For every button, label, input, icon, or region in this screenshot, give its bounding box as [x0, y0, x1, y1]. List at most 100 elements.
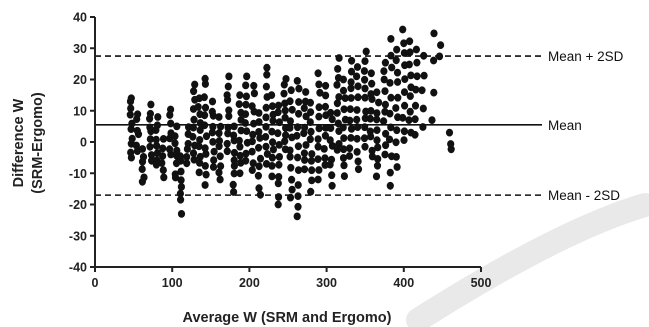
data-point: [380, 67, 388, 75]
data-point: [138, 165, 146, 174]
data-point: [353, 134, 361, 143]
x-tick-label: 0: [92, 276, 99, 290]
data-point: [250, 89, 258, 98]
data-point: [286, 152, 294, 161]
data-point: [411, 130, 419, 139]
data-point: [167, 105, 175, 114]
data-point: [242, 156, 250, 165]
data-point: [382, 141, 390, 150]
data-point: [405, 116, 413, 124]
data-point: [235, 136, 243, 145]
data-point: [333, 81, 341, 89]
data-point: [269, 138, 277, 147]
data-point: [392, 138, 400, 147]
data-point: [347, 67, 356, 76]
data-point: [254, 171, 262, 180]
data-point: [282, 75, 290, 83]
data-point: [412, 45, 420, 54]
data-point: [256, 134, 264, 142]
data-point: [314, 135, 322, 144]
data-point: [302, 88, 310, 96]
data-point: [419, 123, 427, 131]
data-point: [171, 170, 179, 179]
data-point: [406, 107, 414, 116]
data-point: [362, 47, 370, 56]
data-point: [307, 108, 315, 116]
data-point: [201, 111, 209, 120]
data-point: [301, 156, 309, 164]
data-point: [394, 78, 402, 86]
data-point: [411, 115, 419, 124]
data-point: [321, 131, 329, 140]
data-point: [224, 123, 232, 132]
data-point: [353, 72, 361, 81]
data-point: [241, 110, 250, 118]
data-point: [361, 57, 369, 65]
data-point: [392, 104, 400, 112]
data-point: [158, 159, 166, 167]
data-point: [302, 141, 310, 149]
data-point: [326, 136, 334, 145]
data-point: [314, 175, 322, 184]
data-point: [281, 137, 289, 146]
data-point: [196, 152, 204, 161]
data-point: [401, 101, 409, 110]
data-point: [166, 145, 174, 154]
data-points: [126, 25, 455, 221]
data-point: [190, 87, 198, 96]
data-point: [173, 146, 181, 155]
data-point: [127, 94, 135, 103]
reference-line-label: Mean - 2SD: [548, 188, 620, 203]
data-point: [154, 113, 162, 121]
data-point: [209, 122, 217, 131]
data-point: [340, 105, 348, 114]
data-point: [243, 127, 251, 135]
data-point: [333, 99, 341, 108]
data-point: [373, 161, 382, 170]
data-point: [354, 165, 363, 174]
data-point: [147, 100, 155, 109]
data-point: [294, 123, 302, 132]
data-point: [367, 69, 375, 78]
data-point: [268, 172, 276, 181]
data-point: [202, 132, 211, 141]
data-point: [393, 68, 402, 77]
data-point: [225, 112, 233, 120]
data-point: [334, 119, 342, 128]
data-point: [287, 86, 295, 95]
data-point: [381, 100, 389, 109]
data-point: [375, 98, 383, 107]
data-point: [176, 189, 184, 198]
data-point: [405, 60, 413, 69]
data-point: [287, 163, 295, 172]
data-point: [196, 136, 204, 144]
data-point: [306, 135, 314, 144]
data-point: [400, 127, 408, 136]
data-point: [171, 132, 179, 141]
data-point: [382, 129, 390, 138]
data-point: [229, 180, 237, 189]
data-point: [293, 77, 301, 85]
data-point: [128, 119, 136, 128]
data-point: [128, 134, 136, 143]
data-point: [386, 79, 394, 87]
data-point: [139, 153, 148, 161]
data-point: [177, 167, 185, 176]
data-point: [248, 166, 256, 175]
data-point: [445, 128, 454, 137]
data-point: [256, 154, 265, 163]
data-point: [237, 126, 245, 135]
data-point: [437, 41, 445, 49]
data-point: [307, 127, 315, 136]
data-point: [208, 107, 216, 116]
data-point: [400, 39, 408, 48]
data-point: [321, 102, 329, 111]
data-point: [132, 141, 140, 150]
data-point: [413, 72, 421, 81]
data-point: [367, 107, 375, 115]
x-tick-label: 100: [162, 276, 183, 290]
data-point: [300, 165, 309, 174]
data-point: [286, 117, 294, 125]
data-point: [306, 98, 314, 107]
data-point: [413, 58, 421, 67]
